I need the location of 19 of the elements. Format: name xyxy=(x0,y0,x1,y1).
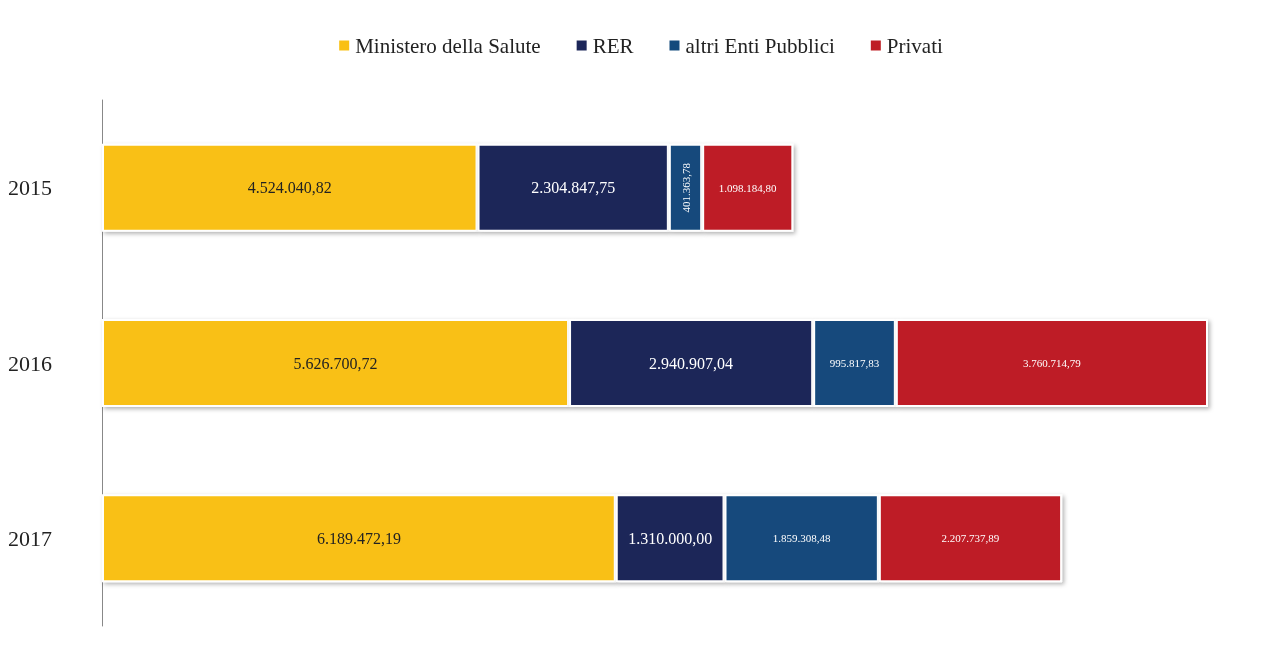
data-label: 5.626.700,72 xyxy=(293,354,378,372)
y-tick-label: 2016 xyxy=(8,350,52,376)
y-tick-label: 2017 xyxy=(8,525,52,551)
data-label: 1.859.308,48 xyxy=(772,532,832,545)
data-label: 1.310.000,00 xyxy=(628,529,713,547)
data-label: 2.207.737,89 xyxy=(941,532,1000,545)
data-label: 2.304.847,75 xyxy=(531,179,616,197)
legend-label: altri Enti Pubblici xyxy=(685,33,835,58)
legend-label: Ministero della Salute xyxy=(355,33,541,58)
data-label: 3.760.714,79 xyxy=(1023,357,1082,369)
data-label: 401.363,78 xyxy=(679,162,692,213)
data-label: 2.940.907,04 xyxy=(649,354,734,372)
legend-label: Privati xyxy=(886,33,943,58)
legend-label: RER xyxy=(592,33,634,58)
data-label: 995.817,83 xyxy=(829,357,880,369)
data-label: 1.098.184,80 xyxy=(718,181,778,194)
data-label: 4.524.040,82 xyxy=(247,179,332,197)
y-tick-label: 2015 xyxy=(8,175,52,201)
data-label: 6.189.472,19 xyxy=(316,529,401,547)
